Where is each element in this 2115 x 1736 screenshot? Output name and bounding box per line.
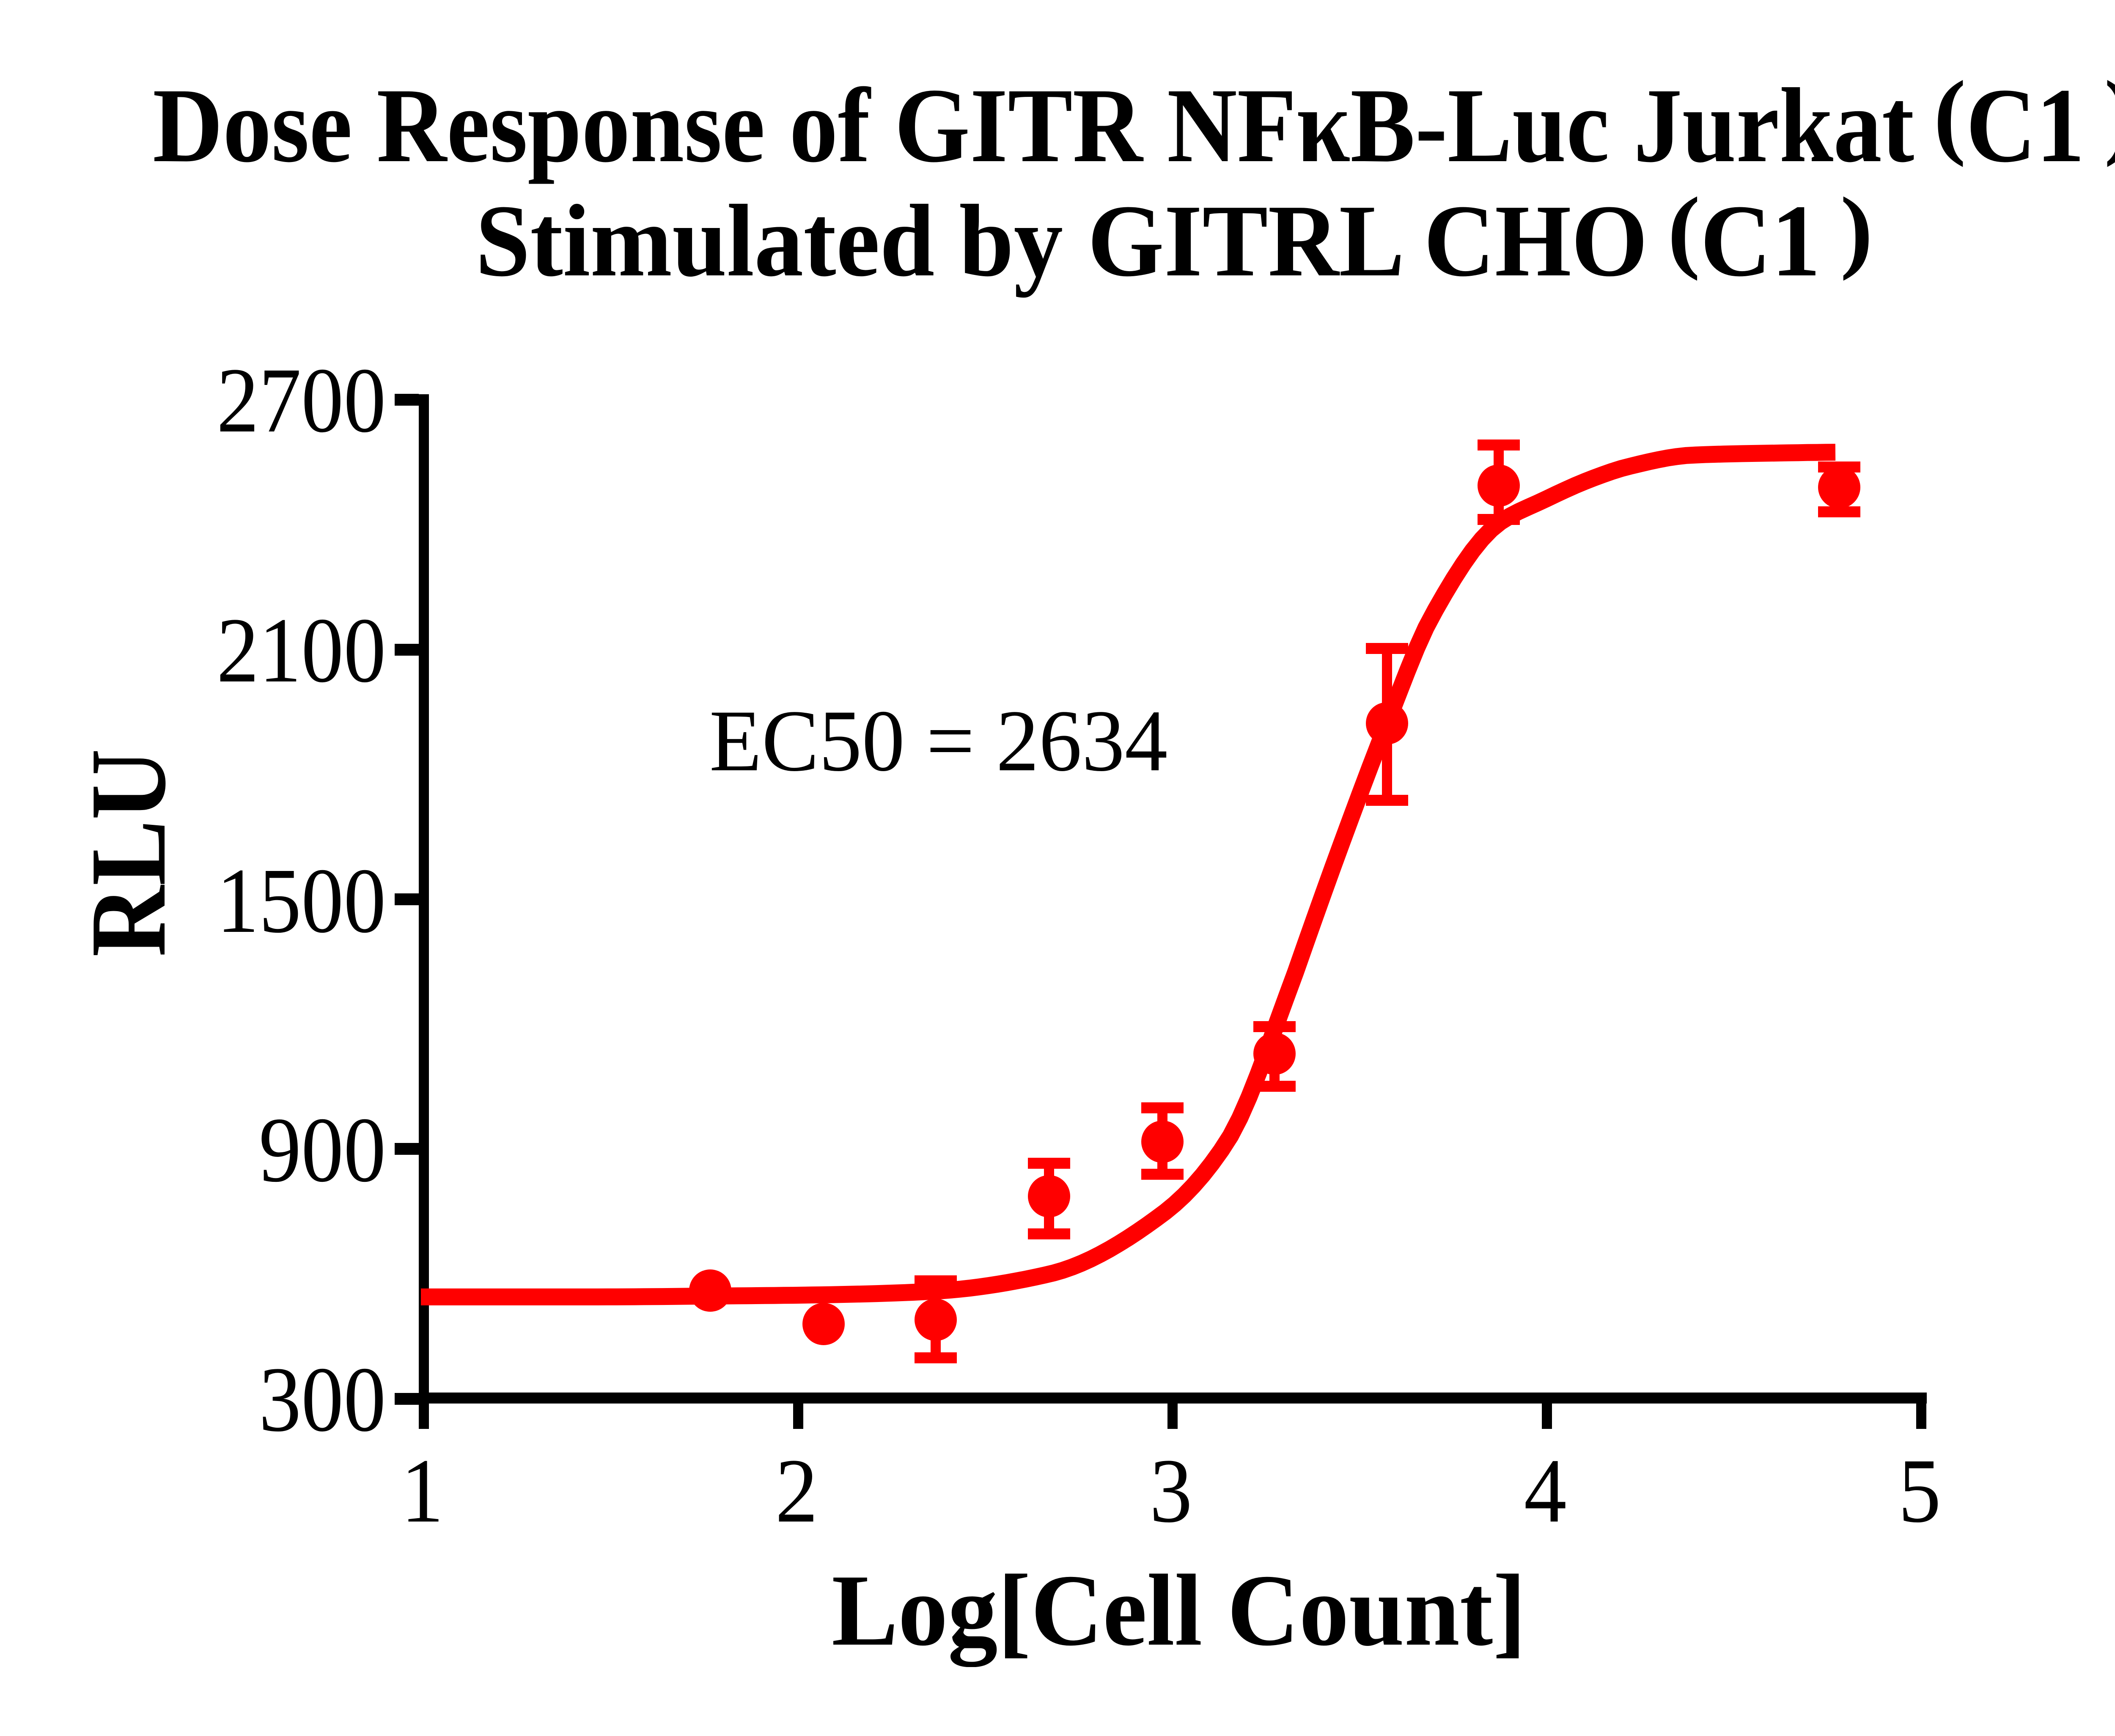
svg-text:RLU: RLU	[68, 749, 188, 957]
